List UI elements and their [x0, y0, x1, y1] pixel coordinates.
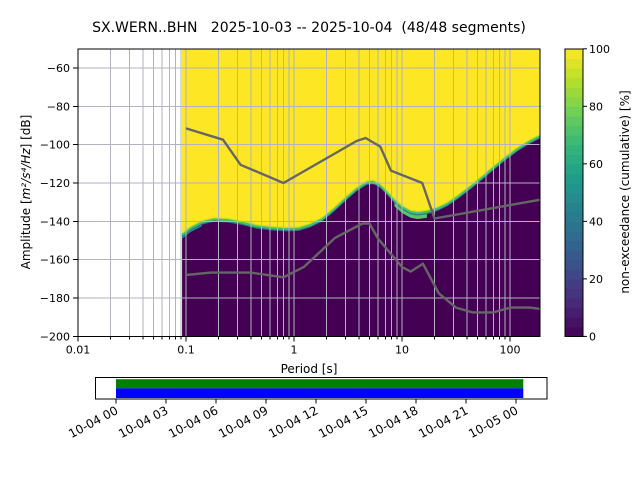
timeline-date-label: 10-05 00 [466, 403, 520, 441]
colorbar-step [565, 67, 583, 79]
colorbar-step [565, 307, 583, 318]
timeline-coverage-bar-green [116, 379, 524, 389]
mesh-low-region [182, 136, 540, 337]
colorbar-step [565, 259, 583, 270]
timeline-date-label: 10-04 09 [216, 403, 270, 441]
timeline-date-label: 10-04 15 [316, 403, 370, 441]
plot-frame [77, 48, 541, 337]
colorbar-tick-label: 60 [589, 158, 603, 171]
grid [78, 48, 540, 337]
y-tick-label: −200 [40, 330, 70, 343]
colorbar-tick-label: 80 [589, 100, 603, 113]
timeline-date-label: 10-04 06 [166, 403, 220, 441]
plot-title: SX.WERN..BHN 2025-10-03 -- 2025-10-04 (4… [92, 20, 526, 36]
colorbar: 0 20 40 60 80 100 [564, 43, 610, 343]
colorbar-step [565, 250, 583, 261]
timeline-data-bar-blue [116, 388, 524, 398]
colorbar-step [565, 125, 583, 136]
noise-model-low-line [185, 222, 540, 314]
colorbar-frame [564, 48, 584, 337]
x-tick-label: 1 [291, 343, 298, 356]
noise-model-high-line [185, 127, 540, 220]
y-tick-label: −60 [47, 62, 70, 75]
colorbar-step [565, 135, 583, 146]
colorbar-step [565, 221, 583, 232]
y-tick-label: −140 [40, 215, 70, 228]
y-tick-label: −80 [47, 100, 70, 113]
colorbar-step [565, 163, 583, 175]
colorbar-step [565, 326, 583, 337]
colorbar-tick-label: 40 [589, 215, 603, 228]
colorbar-step [565, 211, 583, 222]
colorbar-step [565, 269, 583, 280]
timeline-date-label: 10-04 12 [266, 403, 320, 441]
timeline-date-label: 10-04 00 [66, 403, 120, 441]
colorbar-step [565, 202, 583, 213]
timeline-date-label: 10-04 18 [366, 403, 420, 441]
boundary-under-line [181, 137, 540, 238]
colorbar-step [565, 144, 583, 155]
boundary-over-line [181, 133, 540, 234]
axis-ticks [73, 67, 511, 342]
colorbar-step [565, 183, 583, 194]
ppsd-mesh [181, 48, 540, 337]
y-tick-label: −100 [40, 139, 70, 152]
colorbar-step [565, 115, 583, 127]
y-tick-label: −120 [40, 177, 70, 190]
y-tick-label: −180 [40, 292, 70, 305]
colorbar-step [565, 317, 583, 328]
colorbar-step [565, 173, 583, 184]
colorbar-step [565, 288, 583, 299]
x-tick-label: 0.1 [177, 343, 195, 356]
timeline-date-label: 10-04 03 [116, 403, 170, 441]
colorbar-step [565, 96, 583, 107]
colorbar-step [565, 48, 583, 59]
x-tick-label: 10 [395, 343, 409, 356]
colorbar-step [565, 230, 583, 242]
x-tick-label: 0.01 [66, 343, 91, 356]
x-tick-label: 100 [500, 343, 521, 356]
timeline-date-label: 10-04 21 [416, 403, 470, 441]
colorbar-tick-label: 100 [589, 43, 610, 56]
colorbar-step [565, 58, 583, 69]
colorbar-step [565, 192, 583, 203]
colorbar-step [565, 87, 583, 98]
y-tick-label: −160 [40, 254, 70, 267]
colorbar-step [565, 298, 583, 309]
colorbar-step [565, 106, 583, 117]
noise-models [185, 127, 540, 314]
colorbar-step [565, 240, 583, 251]
colorbar-step [565, 278, 583, 290]
colorbar-step [565, 154, 583, 165]
colorbar-tick-label: 0 [589, 330, 596, 343]
colorbar-step [565, 77, 583, 88]
colorbar-tick-label: 20 [589, 273, 603, 286]
x-axis-label: Period [s] [280, 362, 338, 376]
